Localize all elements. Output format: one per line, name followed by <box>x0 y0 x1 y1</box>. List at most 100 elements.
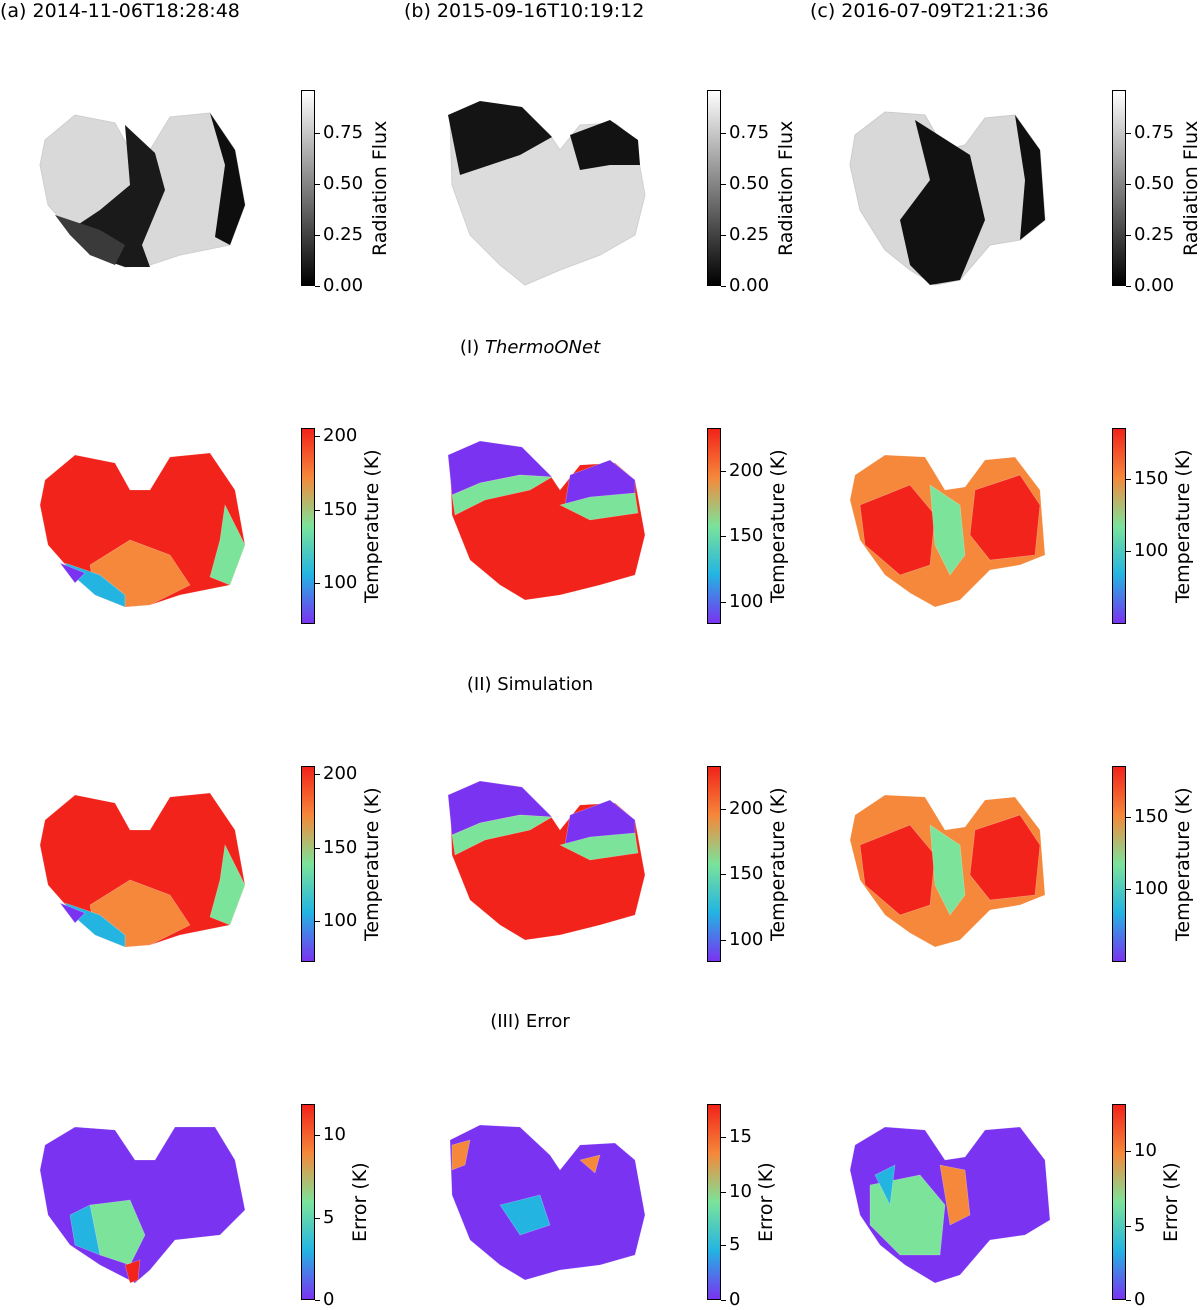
colorbar-flux-a-tick-label-2: 0.50 <box>323 173 364 195</box>
colorbar-simulation-c-label: Temperature (K) <box>1172 787 1194 941</box>
colorbar-simulation-c-tick-label-1: 150 <box>1134 805 1169 827</box>
colorbar-flux-a-tick-3 <box>315 133 320 135</box>
column-title-b: (b) 2015-09-16T10:19:12 <box>404 0 645 22</box>
colorbar-flux-a-tick-1 <box>315 235 320 237</box>
comet-error-a <box>39 1126 246 1284</box>
colorbar-error-c-label: Error (K) <box>1160 1162 1182 1242</box>
colorbar-error-b-tick-2 <box>721 1192 726 1194</box>
colorbar-flux-b-tick-label-3: 0.75 <box>729 122 770 144</box>
colorbar-thermoonet-a-label: Temperature (K) <box>361 449 383 603</box>
comet-thermoonet-a <box>39 452 246 608</box>
colorbar-flux-c-tick-label-0: 0.00 <box>1134 275 1175 296</box>
colorbar-flux-c-tick-3 <box>1126 133 1131 135</box>
colorbar-error-b-tick-3 <box>721 1137 726 1139</box>
colorbar-error-c-tick-2 <box>1126 1151 1131 1153</box>
colorbar-thermoonet-a-tick-1 <box>315 510 320 512</box>
colorbar-simulation-a-tick-label-2: 200 <box>323 762 358 784</box>
colorbar-simulation-a <box>301 766 315 962</box>
colorbar-flux-a-tick-label-0: 0.00 <box>323 275 364 296</box>
colorbar-thermoonet-a <box>301 428 315 624</box>
row-title-thermoonet: (I) ThermoONet <box>0 337 1060 358</box>
colorbar-simulation-b-tick-1 <box>721 873 726 875</box>
colorbar-thermoonet-a-tick-2 <box>315 435 320 437</box>
colorbar-error-c-tick-label-0: 0 <box>1134 1289 1146 1310</box>
colorbar-error-a-tick-1 <box>315 1217 320 1219</box>
colorbar-simulation-b <box>707 766 721 962</box>
colorbar-thermoonet-b-tick-label-0: 100 <box>729 591 764 613</box>
colorbar-thermoonet-b-tick-1 <box>721 535 726 537</box>
colorbar-simulation-b-tick-0 <box>721 940 726 942</box>
comet-simulation-b <box>447 780 646 941</box>
colorbar-simulation-a-tick-1 <box>315 848 320 850</box>
colorbar-error-a-tick-0 <box>315 1300 320 1301</box>
colorbar-thermoonet-c-tick-0 <box>1126 551 1131 553</box>
colorbar-error-c-tick-1 <box>1126 1225 1131 1227</box>
colorbar-error-c-tick-label-1: 5 <box>1134 1214 1146 1236</box>
colorbar-thermoonet-b-tick-0 <box>721 602 726 604</box>
colorbar-simulation-a-label: Temperature (K) <box>361 787 383 941</box>
column-title-c: (c) 2016-07-09T21:21:36 <box>810 0 1049 22</box>
colorbar-thermoonet-a-tick-label-2: 200 <box>323 424 358 446</box>
colorbar-flux-b-tick-label-2: 0.50 <box>729 173 770 195</box>
colorbar-simulation-c <box>1112 766 1126 962</box>
colorbar-error-b-tick-1 <box>721 1245 726 1247</box>
colorbar-thermoonet-c-tick-label-0: 100 <box>1134 540 1169 562</box>
comet-error-b <box>449 1124 646 1281</box>
colorbar-flux-b-tick-3 <box>721 133 726 135</box>
colorbar-simulation-a-tick-0 <box>315 920 320 922</box>
colorbar-thermoonet-b-label: Temperature (K) <box>767 449 789 603</box>
comet-thermoonet-b <box>447 440 646 601</box>
colorbar-simulation-c-tick-0 <box>1126 889 1131 891</box>
colorbar-simulation-c-tick-1 <box>1126 816 1131 818</box>
colorbar-flux-b-label: Radiation Flux <box>775 120 797 256</box>
colorbar-error-c <box>1112 1104 1126 1300</box>
colorbar-error-b-tick-label-3: 15 <box>729 1126 752 1148</box>
colorbar-simulation-b-tick-label-2: 200 <box>729 798 764 820</box>
colorbar-flux-c-tick-2 <box>1126 184 1131 186</box>
colorbar-flux-b-tick-1 <box>721 235 726 237</box>
colorbar-error-c-tick-label-2: 10 <box>1134 1140 1157 1162</box>
colorbar-simulation-b-tick-2 <box>721 809 726 811</box>
colorbar-error-a-tick-2 <box>315 1135 320 1137</box>
colorbar-thermoonet-b-tick-2 <box>721 471 726 473</box>
colorbar-flux-c-tick-label-2: 0.50 <box>1134 173 1175 195</box>
row-title-model-name: ThermoONet <box>484 337 601 358</box>
comet-flux-b <box>448 101 646 286</box>
comet-flux-c <box>849 111 1046 286</box>
colorbar-thermoonet-a-tick-0 <box>315 582 320 584</box>
colorbar-flux-b-tick-0 <box>721 286 726 287</box>
colorbar-error-b-tick-label-0: 0 <box>729 1289 741 1310</box>
comet-flux-a <box>39 112 246 268</box>
colorbar-thermoonet-c-tick-1 <box>1126 478 1131 480</box>
colorbar-flux-a-tick-2 <box>315 184 320 186</box>
colorbar-error-a-tick-label-1: 5 <box>323 1206 335 1228</box>
colorbar-flux-a-tick-label-1: 0.25 <box>323 224 364 246</box>
colorbar-flux-a-label: Radiation Flux <box>369 120 391 256</box>
colorbar-error-a-tick-label-0: 0 <box>323 1289 335 1310</box>
colorbar-flux-c-tick-label-3: 0.75 <box>1134 122 1175 144</box>
colorbar-simulation-b-label: Temperature (K) <box>767 787 789 941</box>
colorbar-error-a-tick-label-2: 10 <box>323 1124 346 1146</box>
colorbar-error-b-tick-0 <box>721 1300 726 1301</box>
column-title-a: (a) 2014-11-06T18:28:48 <box>0 0 240 22</box>
colorbar-thermoonet-c-label: Temperature (K) <box>1172 449 1194 603</box>
colorbar-flux-c <box>1112 90 1126 286</box>
colorbar-error-b <box>707 1104 721 1300</box>
colorbar-flux-b-tick-label-0: 0.00 <box>729 275 770 296</box>
colorbar-error-b-tick-label-1: 5 <box>729 1234 741 1256</box>
row-title-prefix: (I) <box>459 337 485 358</box>
colorbar-flux-a-tick-label-3: 0.75 <box>323 122 364 144</box>
colorbar-flux-c-label: Radiation Flux <box>1180 120 1200 256</box>
colorbar-flux-b-tick-2 <box>721 184 726 186</box>
colorbar-thermoonet-c <box>1112 428 1126 624</box>
row-title-error: (III) Error <box>490 1011 570 1032</box>
colorbar-flux-c-tick-0 <box>1126 286 1131 287</box>
colorbar-flux-b-tick-label-1: 0.25 <box>729 224 770 246</box>
colorbar-thermoonet-a-tick-label-0: 100 <box>323 571 358 593</box>
colorbar-thermoonet-b-tick-label-2: 200 <box>729 460 764 482</box>
colorbar-thermoonet-b <box>707 428 721 624</box>
comet-error-c <box>849 1126 1051 1284</box>
colorbar-flux-a <box>301 90 315 286</box>
colorbar-simulation-a-tick-label-1: 150 <box>323 837 358 859</box>
colorbar-error-a <box>301 1104 315 1300</box>
